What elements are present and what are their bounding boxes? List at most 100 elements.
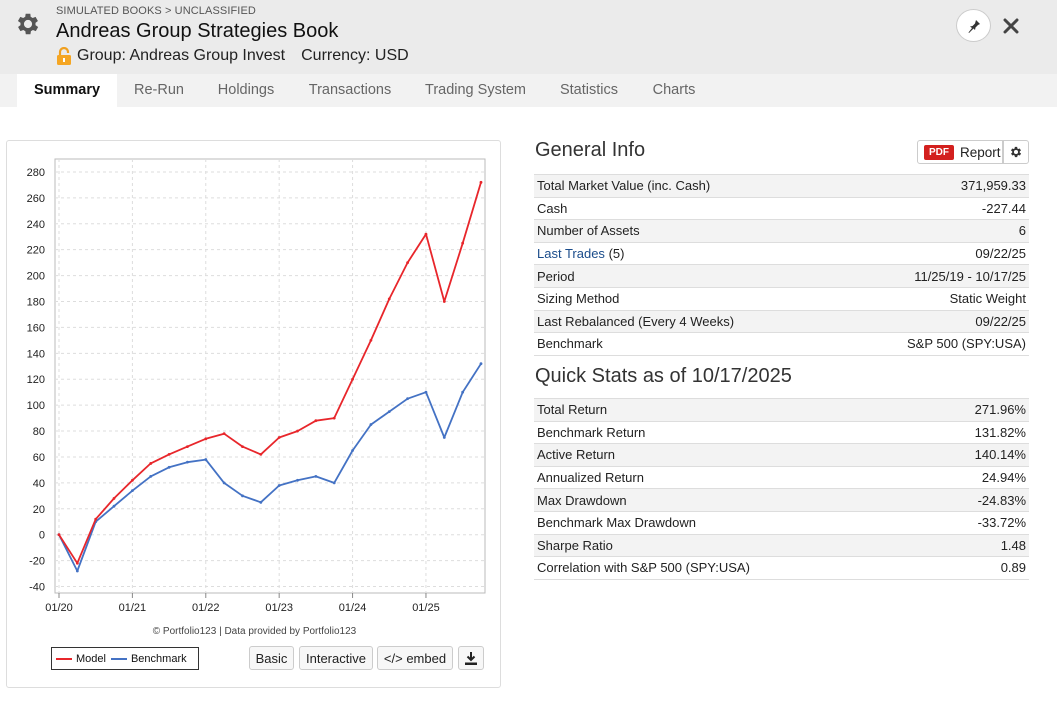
row-value: -33.72% — [926, 510, 1029, 535]
plot-area — [54, 158, 486, 594]
x-tick-label: 01/24 — [339, 602, 367, 614]
data-point-model — [130, 478, 134, 482]
performance-chart[interactable]: -40 -20 0 20 40 60 80 100 120 140 160 180 200 220 240 2… — [7, 141, 502, 621]
close-button[interactable] — [1000, 13, 1022, 39]
embed-button[interactable]: </> embed — [377, 646, 453, 670]
tab-summary[interactable]: Summary — [17, 74, 117, 107]
data-point-benchmark — [314, 475, 318, 478]
row-value: 6 — [840, 219, 1029, 243]
row-label: Cash — [534, 196, 841, 220]
table-row: Total Return 271.96% — [534, 398, 1029, 422]
page-header: SIMULATED BOOKS > UNCLASSIFIED Andreas G… — [0, 0, 1057, 74]
data-point-benchmark — [351, 449, 354, 452]
table-row: Total Market Value (inc. Cash) 371,959.33 — [534, 174, 1029, 198]
data-point-model — [387, 297, 391, 301]
data-point-benchmark — [442, 436, 446, 439]
legend-model-label: Model — [76, 652, 106, 665]
legend-benchmark-swatch — [110, 657, 127, 660]
data-point-model — [75, 561, 79, 565]
legend-model[interactable]: Model — [56, 653, 106, 665]
data-point-model — [424, 232, 428, 236]
report-settings-button[interactable] — [1003, 140, 1029, 164]
table-row: Max Drawdown -24.83% — [534, 488, 1029, 512]
row-label: Number of Assets — [534, 219, 841, 243]
data-point-model — [369, 338, 373, 342]
x-tick-label: 01/22 — [192, 602, 220, 614]
data-point-model — [112, 497, 116, 500]
breadcrumb[interactable]: SIMULATED BOOKS > UNCLASSIFIED — [56, 5, 256, 17]
data-point-benchmark — [406, 397, 410, 401]
row-label: Benchmark Return — [534, 420, 927, 444]
row-value: 09/22/25 — [840, 309, 1029, 333]
y-tick-label: 100 — [27, 400, 45, 412]
table-row: Sharpe Ratio 1.48 — [534, 533, 1029, 557]
last-trades-count: (5) — [608, 246, 625, 262]
table-row: Benchmark Max Drawdown -33.72% — [534, 510, 1029, 535]
row-value: 24.94% — [926, 465, 1029, 489]
data-point-model — [204, 437, 208, 441]
row-label: Sizing Method — [534, 286, 841, 311]
data-point-model — [167, 452, 171, 456]
tab-holdings[interactable]: Holdings — [217, 82, 275, 98]
interactive-button[interactable]: Interactive — [299, 646, 373, 670]
data-point-benchmark — [479, 362, 483, 366]
tab-transactions[interactable]: Transactions — [308, 82, 392, 98]
basic-button[interactable]: Basic — [249, 646, 294, 670]
last-trades-link[interactable]: Last Trades — [537, 246, 605, 262]
data-point-model — [222, 432, 226, 436]
table-row: Number of Assets 6 — [534, 219, 1029, 243]
chart-credit: © Portfolio123 | Data provided by Portfo… — [152, 626, 357, 637]
data-point-model — [94, 517, 98, 521]
row-label: Correlation with S&P 500 (SPY:USA) — [534, 556, 927, 580]
data-point-benchmark — [332, 481, 336, 485]
data-point-benchmark — [424, 390, 428, 394]
legend-benchmark[interactable]: Benchmark — [110, 653, 187, 665]
table-row: Benchmark S&P 500 (SPY:USA) — [534, 332, 1029, 356]
data-point-benchmark — [387, 410, 391, 414]
row-value: 0.89 — [926, 556, 1029, 580]
y-tick-label: 60 — [33, 452, 45, 464]
gear-icon — [1010, 146, 1022, 158]
data-point-model — [314, 419, 318, 423]
performance-chart-panel: -40 -20 0 20 40 60 80 100 120 140 160 180 200 220 240 2… — [6, 140, 501, 688]
gear-icon[interactable] — [14, 10, 42, 38]
y-tick-label: 140 — [27, 348, 45, 360]
download-icon — [465, 651, 477, 665]
tab-statistics[interactable]: Statistics — [559, 82, 618, 98]
y-tick-label: 0 — [39, 530, 45, 542]
table-row: Cash -227.44 — [534, 196, 1029, 220]
general-info-title: General Info — [535, 139, 646, 161]
series-line-model — [58, 182, 482, 565]
row-label: Benchmark — [534, 332, 841, 356]
y-tick-label: 240 — [27, 219, 45, 231]
row-label: Max Drawdown — [534, 488, 927, 512]
row-value: -227.44 — [840, 196, 1029, 220]
row-value: 271.96% — [926, 398, 1029, 422]
legend-model-swatch — [56, 657, 72, 660]
row-label: Annualized Return — [534, 465, 927, 489]
lock-icon — [57, 47, 71, 65]
data-point-model — [259, 452, 263, 456]
row-value: 140.14% — [926, 443, 1029, 467]
last-trades-date-link[interactable]: 09/22/25 — [840, 241, 1029, 265]
report-button[interactable]: PDF Report — [917, 140, 1003, 164]
row-value: S&P 500 (SPY:USA) — [840, 332, 1029, 356]
row-label: Period — [534, 264, 841, 288]
tab-re-run[interactable]: Re-Run — [134, 82, 184, 98]
tab-charts[interactable]: Charts — [652, 82, 696, 98]
tab-trading-system[interactable]: Trading System — [425, 82, 526, 98]
table-row: Active Return 140.14% — [534, 443, 1029, 467]
data-point-model — [461, 241, 465, 245]
data-point-model — [241, 445, 244, 449]
row-label: Last Rebalanced (Every 4 Weeks) — [534, 309, 841, 333]
download-button[interactable] — [458, 646, 484, 670]
y-tick-label: 80 — [33, 426, 45, 438]
data-point-benchmark — [149, 475, 153, 478]
quick-stats-table: Total Return 271.96% Benchmark Return 131.… — [534, 398, 1029, 580]
data-point-model — [186, 445, 189, 449]
data-point-model — [277, 436, 281, 439]
currency-label: Currency: USD — [301, 47, 409, 64]
pin-button[interactable] — [956, 9, 991, 42]
table-row: Last Trades (5) 09/22/25 — [534, 241, 1029, 265]
y-tick-label: -20 — [29, 556, 45, 568]
